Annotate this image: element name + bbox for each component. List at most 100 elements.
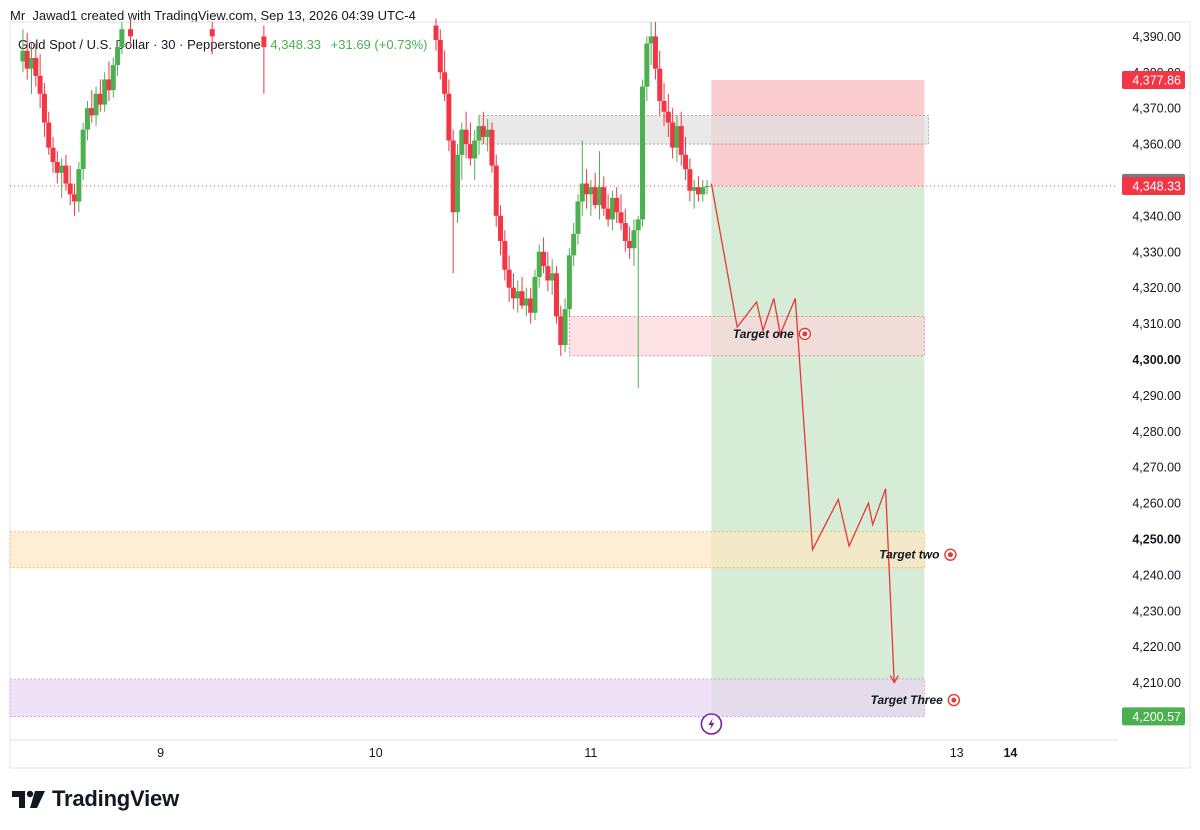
candle-body: [54, 162, 60, 173]
tradingview-brand[interactable]: TradingView: [12, 786, 179, 812]
candle-body: [605, 208, 611, 220]
candle-body: [46, 122, 52, 148]
chart-frame: [9, 21, 1191, 769]
target-label: Target two: [879, 548, 939, 562]
candle-body: [455, 154, 461, 213]
candle-body: [566, 255, 572, 310]
candle-body: [115, 47, 121, 66]
candle-body: [80, 129, 86, 170]
time-tick-label: 13: [950, 746, 964, 760]
candle-body: [97, 93, 103, 105]
candle-body: [687, 169, 693, 191]
candle-body: [446, 93, 452, 141]
candle-body: [20, 50, 26, 62]
price-tick-label: 4,340.00: [1132, 209, 1181, 223]
candle-body: [592, 187, 598, 206]
symbol-legend[interactable]: Gold Spot / U.S. Dollar · 30 · Peppersto…: [18, 37, 428, 52]
candle-body: [506, 269, 512, 288]
candle-body: [489, 129, 495, 166]
price-tick-label: 4,270.00: [1132, 461, 1181, 475]
price-change: +31.69 (+0.73%): [330, 37, 428, 52]
target-icon-center: [802, 331, 808, 337]
price-badge-text: 4,377.86: [1132, 73, 1181, 87]
candle-body: [614, 197, 620, 213]
candle-body: [519, 291, 525, 306]
time-tick-label: 14: [1003, 746, 1017, 760]
tradingview-logo-icon: [12, 790, 45, 808]
price-tick-label: 4,290.00: [1132, 389, 1181, 403]
candle-body: [695, 187, 701, 195]
candle-body: [601, 187, 607, 209]
candle-body: [528, 298, 534, 313]
candle-body: [609, 197, 615, 220]
candle-body: [700, 187, 706, 195]
candle-body: [545, 266, 551, 281]
candle-body: [635, 219, 641, 231]
price-badge-text: 4,200.57: [1132, 710, 1181, 724]
target-icon-center: [951, 697, 957, 703]
chart-attribution: Mr_Jawad1 created with TradingView.com, …: [10, 8, 416, 23]
time-tick-label: 10: [369, 746, 383, 760]
candle-body: [89, 108, 95, 116]
candle-body: [553, 273, 559, 317]
candle-body: [127, 29, 133, 37]
price-tick-label: 4,260.00: [1132, 497, 1181, 511]
candle-body: [84, 108, 90, 130]
price-tick-label: 4,240.00: [1132, 568, 1181, 582]
candle-body: [102, 79, 108, 105]
candle-body: [678, 126, 684, 155]
zones-group: [9, 114, 930, 717]
candle-body: [596, 187, 602, 206]
candle-body: [37, 75, 43, 94]
candle-body: [209, 29, 215, 37]
candle-body: [683, 154, 689, 170]
price-badge: [1122, 70, 1185, 89]
candle-body: [502, 240, 508, 270]
candle-body: [50, 147, 56, 163]
candle-body: [631, 230, 637, 249]
candle-body: [665, 111, 671, 123]
projected-path-arrow: [889, 675, 899, 684]
last-price: 4,348.33: [270, 37, 322, 52]
candle-body: [76, 169, 82, 202]
candle-body: [541, 251, 547, 267]
candle-body: [704, 185, 710, 188]
candle-body: [119, 29, 125, 48]
price-tick-label: 4,370.00: [1132, 102, 1181, 116]
candle-body: [498, 215, 504, 241]
candle-body: [442, 72, 448, 94]
price-tick-label: 4,320.00: [1132, 281, 1181, 295]
target-icon-center: [947, 552, 953, 558]
candle-body: [450, 140, 456, 213]
candle-body: [588, 187, 594, 195]
time-axis[interactable]: 91011131415: [157, 746, 1200, 760]
candle-body: [472, 140, 478, 159]
candle-body: [459, 129, 465, 155]
target-three-zone: [9, 678, 925, 717]
candle-body: [657, 68, 663, 101]
candle-body: [72, 194, 78, 202]
price-axis[interactable]: 4,390.004,380.004,370.004,360.004,350.00…: [1122, 30, 1185, 726]
price-tick-label: 4,310.00: [1132, 317, 1181, 331]
price-tick-label: 4,250.00: [1132, 532, 1181, 546]
candle-body: [261, 36, 267, 48]
candles-group: [10, 18, 1118, 389]
candle-body: [558, 316, 564, 346]
price-tick-label: 4,220.00: [1132, 640, 1181, 654]
candle-body: [493, 165, 499, 216]
candle-body: [59, 165, 65, 173]
symbol-title: Gold Spot / U.S. Dollar · 30 · Peppersto…: [18, 37, 261, 52]
time-tick-label: 11: [584, 746, 597, 760]
candle-body: [510, 287, 516, 299]
target-label: Target one: [733, 327, 794, 341]
projected-path-line: [710, 183, 895, 683]
candle-body: [674, 126, 680, 148]
candle-body: [627, 240, 633, 249]
price-tick-label: 4,210.00: [1132, 676, 1181, 690]
time-tick-label: 9: [157, 746, 164, 760]
candle-body: [41, 93, 47, 123]
position-tool[interactable]: [711, 79, 925, 717]
candle-body: [480, 126, 486, 137]
candle-body: [691, 187, 697, 191]
